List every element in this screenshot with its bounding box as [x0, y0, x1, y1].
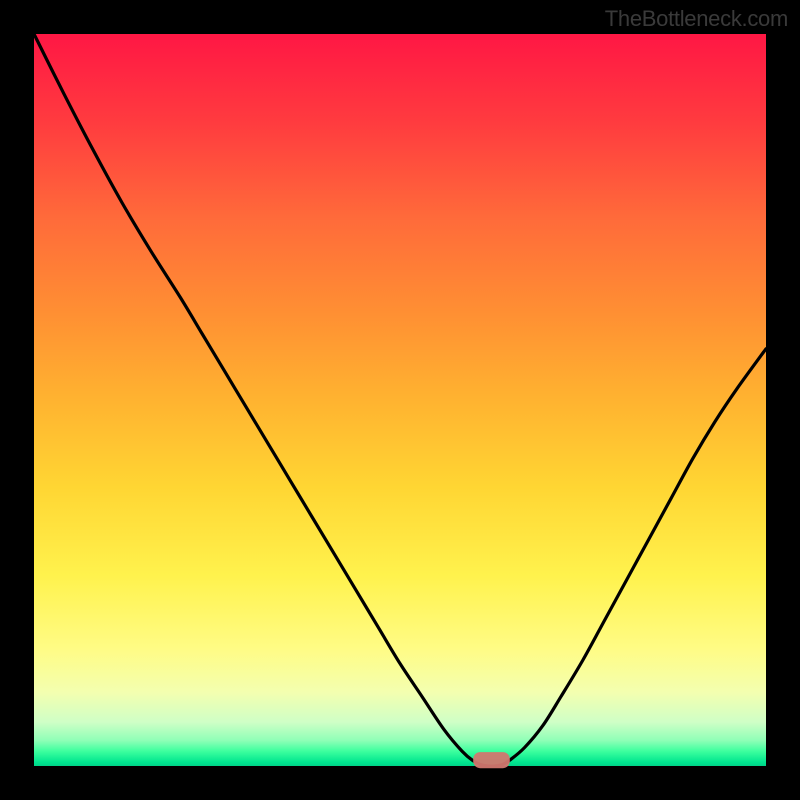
bottleneck-chart: TheBottleneck.com — [0, 0, 800, 800]
watermark-text: TheBottleneck.com — [605, 6, 788, 32]
plot-background — [34, 34, 766, 766]
optimum-marker — [473, 752, 510, 768]
chart-canvas — [0, 0, 800, 800]
